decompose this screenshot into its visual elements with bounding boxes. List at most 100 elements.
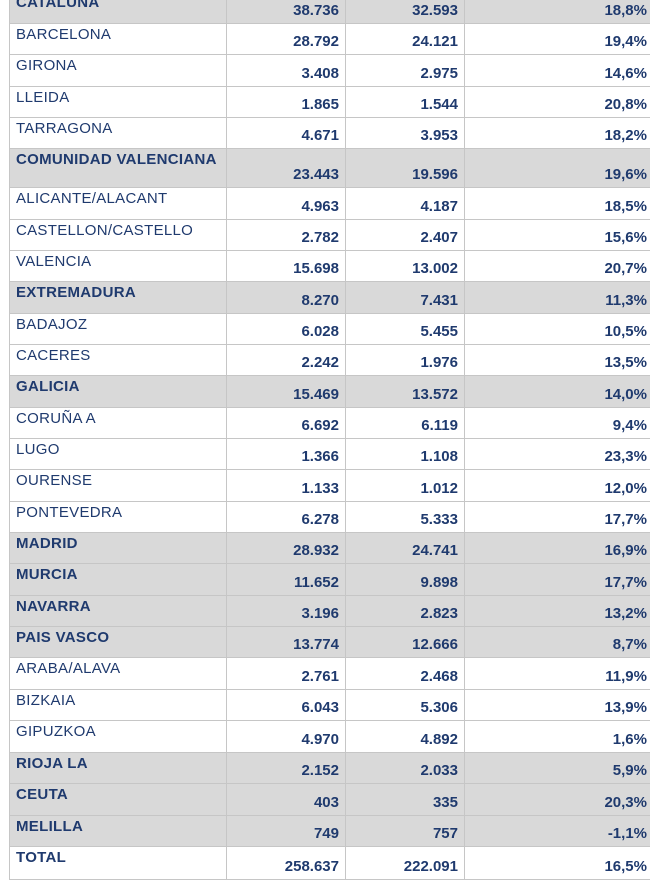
row-value-a: 4.671 [226, 117, 346, 149]
row-percent: 14,6% [464, 54, 650, 87]
row-percent: 12,0% [464, 469, 650, 502]
row-name: CEUTA [9, 783, 227, 816]
row-value-a: 1.366 [226, 438, 346, 470]
total-row: TOTAL 258.637 222.091 16,5% [9, 846, 650, 880]
row-value-a: 4.970 [226, 720, 346, 753]
row-value-b: 1.976 [345, 344, 465, 376]
row-value-a: 28.792 [226, 23, 346, 55]
region-row: RIOJA LA 2.152 2.033 5,9% [9, 752, 650, 784]
region-row: COMUNIDAD VALENCIANA 23.443 19.596 19,6% [9, 148, 650, 188]
row-value-a: 3.196 [226, 595, 346, 627]
row-percent: 19,4% [464, 23, 650, 55]
regional-data-table: CATALUÑA 38.736 32.593 18,8% BARCELONA 28.792… [9, 0, 650, 880]
row-percent: 8,7% [464, 626, 650, 658]
table-body: CATALUÑA 38.736 32.593 18,8% BARCELONA 28.792… [9, 0, 650, 880]
row-percent: 20,7% [464, 250, 650, 282]
row-percent: 18,2% [464, 117, 650, 149]
row-value-a: 23.443 [226, 148, 346, 188]
row-percent: 13,2% [464, 595, 650, 627]
row-value-b: 7.431 [345, 281, 465, 314]
row-value-a: 6.692 [226, 407, 346, 439]
row-name: LLEIDA [9, 86, 227, 118]
province-row: VALENCIA 15.698 13.002 20,7% [9, 250, 650, 282]
row-name: TARRAGONA [9, 117, 227, 149]
row-percent: 18,8% [464, 0, 650, 24]
row-percent: 13,9% [464, 689, 650, 721]
row-name: CACERES [9, 344, 227, 376]
row-value-a: 2.761 [226, 657, 346, 690]
row-percent: 11,3% [464, 281, 650, 314]
row-name: VALENCIA [9, 250, 227, 282]
row-value-b: 32.593 [345, 0, 465, 24]
province-row: LUGO 1.366 1.108 23,3% [9, 438, 650, 470]
row-value-b: 2.823 [345, 595, 465, 627]
row-value-a: 6.278 [226, 501, 346, 533]
region-row: EXTREMADURA 8.270 7.431 11,3% [9, 281, 650, 314]
row-value-a: 11.652 [226, 563, 346, 596]
region-row: MURCIA 11.652 9.898 17,7% [9, 563, 650, 596]
row-value-b: 3.953 [345, 117, 465, 149]
province-row: CORUÑA A 6.692 6.119 9,4% [9, 407, 650, 439]
row-percent: 11,9% [464, 657, 650, 690]
row-name: RIOJA LA [9, 752, 227, 784]
row-name: BADAJOZ [9, 313, 227, 345]
row-name: GIPUZKOA [9, 720, 227, 753]
row-percent: 20,8% [464, 86, 650, 118]
row-value-b: 2.468 [345, 657, 465, 690]
row-value-b: 222.091 [345, 846, 465, 880]
row-value-b: 4.892 [345, 720, 465, 753]
row-value-b: 1.012 [345, 469, 465, 502]
region-row: GALICIA 15.469 13.572 14,0% [9, 375, 650, 408]
row-value-b: 24.741 [345, 532, 465, 564]
row-value-b: 6.119 [345, 407, 465, 439]
row-value-a: 1.133 [226, 469, 346, 502]
row-percent: 23,3% [464, 438, 650, 470]
row-percent: -1,1% [464, 815, 650, 847]
row-name: OURENSE [9, 469, 227, 502]
row-value-a: 3.408 [226, 54, 346, 87]
row-value-a: 2.782 [226, 219, 346, 251]
row-name: TOTAL [9, 846, 227, 880]
row-value-b: 13.572 [345, 375, 465, 408]
province-row: PONTEVEDRA 6.278 5.333 17,7% [9, 501, 650, 533]
region-row: MADRID 28.932 24.741 16,9% [9, 532, 650, 564]
row-name: BIZKAIA [9, 689, 227, 721]
row-value-b: 12.666 [345, 626, 465, 658]
row-value-b: 4.187 [345, 187, 465, 220]
row-value-b: 5.306 [345, 689, 465, 721]
row-percent: 17,7% [464, 563, 650, 596]
row-percent: 1,6% [464, 720, 650, 753]
region-row: PAIS VASCO 13.774 12.666 8,7% [9, 626, 650, 658]
row-name: CASTELLON/CASTELLO [9, 219, 227, 251]
row-value-b: 1.108 [345, 438, 465, 470]
row-name: CORUÑA A [9, 407, 227, 439]
row-value-a: 258.637 [226, 846, 346, 880]
row-name: GIRONA [9, 54, 227, 87]
row-name: ALICANTE/ALACANT [9, 187, 227, 220]
row-percent: 20,3% [464, 783, 650, 816]
row-value-a: 1.865 [226, 86, 346, 118]
row-percent: 5,9% [464, 752, 650, 784]
row-value-b: 5.455 [345, 313, 465, 345]
row-percent: 17,7% [464, 501, 650, 533]
row-value-a: 28.932 [226, 532, 346, 564]
province-row: BADAJOZ 6.028 5.455 10,5% [9, 313, 650, 345]
row-name: NAVARRA [9, 595, 227, 627]
region-row: NAVARRA 3.196 2.823 13,2% [9, 595, 650, 627]
region-row: MELILLA 749 757 -1,1% [9, 815, 650, 847]
row-name: MURCIA [9, 563, 227, 596]
row-value-a: 2.152 [226, 752, 346, 784]
province-row: CASTELLON/CASTELLO 2.782 2.407 15,6% [9, 219, 650, 251]
row-percent: 15,6% [464, 219, 650, 251]
row-value-b: 19.596 [345, 148, 465, 188]
province-row: TARRAGONA 4.671 3.953 18,2% [9, 117, 650, 149]
row-name: PAIS VASCO [9, 626, 227, 658]
row-value-a: 15.469 [226, 375, 346, 408]
province-row: GIPUZKOA 4.970 4.892 1,6% [9, 720, 650, 753]
row-value-b: 13.002 [345, 250, 465, 282]
row-percent: 16,5% [464, 846, 650, 880]
region-row: CATALUÑA 38.736 32.593 18,8% [9, 0, 650, 24]
row-value-b: 24.121 [345, 23, 465, 55]
row-name: EXTREMADURA [9, 281, 227, 314]
row-name: MADRID [9, 532, 227, 564]
